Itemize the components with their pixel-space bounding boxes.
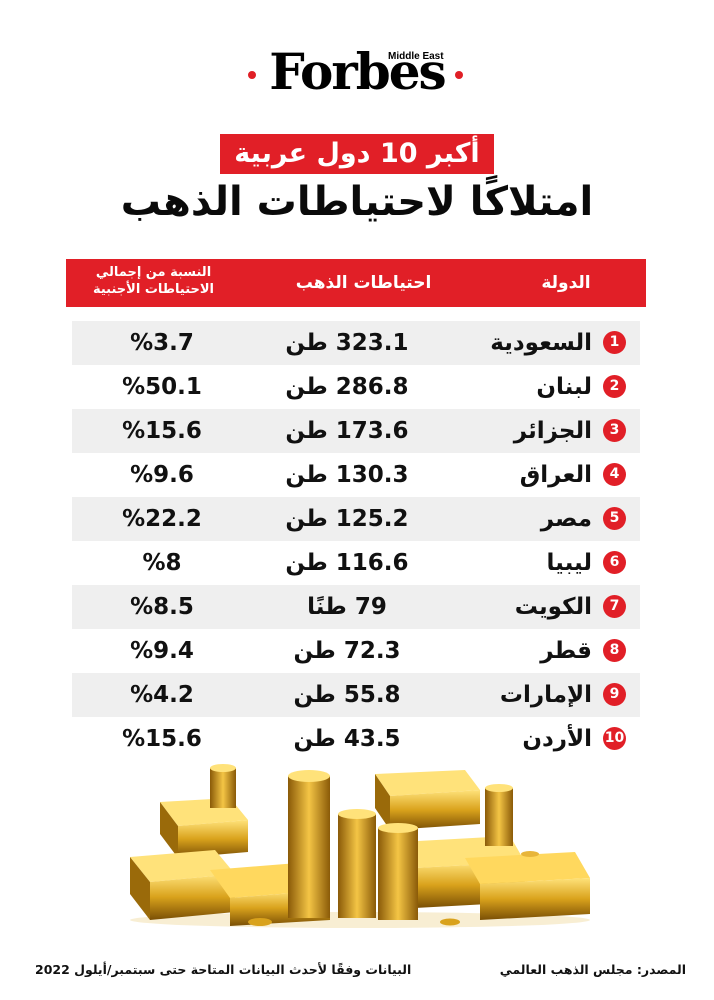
table-row: 3 الجزائر 173.6 طن %15.6 bbox=[72, 409, 640, 453]
share-value: %50.1 bbox=[122, 374, 202, 400]
footer: المصدر: مجلس الذهب العالمي البيانات وفقً… bbox=[0, 962, 714, 982]
share-value: %15.6 bbox=[122, 726, 202, 752]
reserve-value: 116.6 طن bbox=[285, 550, 409, 576]
share-value: %4.2 bbox=[130, 682, 194, 708]
table-row: 2 لبنان 286.8 طن %50.1 bbox=[72, 365, 640, 409]
rank-badge: 7 bbox=[603, 595, 626, 618]
reserve-value: 55.8 طن bbox=[293, 682, 401, 708]
rank-badge: 8 bbox=[603, 639, 626, 662]
reserve-value: 43.5 طن bbox=[293, 726, 401, 752]
footer-note: البيانات وفقًا لأحدث البيانات المتاحة حت… bbox=[35, 962, 412, 977]
rank-badge: 10 bbox=[603, 727, 626, 750]
share-value: %9.6 bbox=[130, 462, 194, 488]
rank-badge: 6 bbox=[603, 551, 626, 574]
header-country: الدولة bbox=[541, 273, 591, 293]
country-name: ليبيا bbox=[546, 550, 592, 576]
gold-bars-illustration bbox=[130, 764, 590, 928]
table-row: 9 الإمارات 55.8 طن %4.2 bbox=[72, 673, 640, 717]
footer-source: المصدر: مجلس الذهب العالمي bbox=[499, 962, 686, 977]
share-value: %3.7 bbox=[130, 330, 194, 356]
country-name: العراق bbox=[519, 462, 592, 488]
table-row: 10 الأردن 43.5 طن %15.6 bbox=[72, 717, 640, 761]
reserve-value: 130.3 طن bbox=[285, 462, 409, 488]
table-body: 1 السعودية 323.1 طن %3.7 2 لبنان 286.8 طن %50.1… bbox=[72, 321, 640, 761]
country-name: مصر bbox=[540, 506, 592, 532]
rank-badge: 9 bbox=[603, 683, 626, 706]
share-value: %8.5 bbox=[130, 594, 194, 620]
reserve-value: 173.6 طن bbox=[285, 418, 409, 444]
rank-badge: 1 bbox=[603, 331, 626, 354]
table-row: 8 قطر 72.3 طن %9.4 bbox=[72, 629, 640, 673]
rank-badge: 2 bbox=[603, 375, 626, 398]
logo-edition: Middle East bbox=[388, 51, 444, 62]
reserve-value: 125.2 طن bbox=[285, 506, 409, 532]
title-line-1: أكبر 10 دول عربية bbox=[220, 134, 494, 174]
reserve-value: 72.3 طن bbox=[293, 638, 401, 664]
rank-badge: 5 bbox=[603, 507, 626, 530]
rank-badge: 3 bbox=[603, 419, 626, 442]
country-name: لبنان bbox=[536, 374, 592, 400]
share-value: %9.4 bbox=[130, 638, 194, 664]
country-name: الكويت bbox=[514, 594, 592, 620]
title-line-2: امتلاكًا لاحتياطات الذهب bbox=[120, 179, 594, 225]
rank-badge: 4 bbox=[603, 463, 626, 486]
table-row: 5 مصر 125.2 طن %22.2 bbox=[72, 497, 640, 541]
header-share: النسبة من إجمالي الاحتياطات الأجنبية bbox=[66, 259, 241, 303]
header-share-line-1: النسبة من إجمالي bbox=[95, 265, 212, 280]
share-value: %8 bbox=[142, 550, 182, 576]
share-value: %22.2 bbox=[122, 506, 202, 532]
country-name: الأردن bbox=[522, 726, 592, 752]
header-share-line-2: الاحتياطات الأجنبية bbox=[92, 282, 215, 297]
reserve-value: 323.1 طن bbox=[285, 330, 409, 356]
reserve-value: 79 طنًا bbox=[307, 594, 387, 620]
logo-dot-right bbox=[455, 71, 463, 79]
country-name: الإمارات bbox=[499, 682, 592, 708]
reserve-value: 286.8 طن bbox=[285, 374, 409, 400]
table-row: 1 السعودية 323.1 طن %3.7 bbox=[72, 321, 640, 365]
country-name: الجزائر bbox=[513, 418, 592, 444]
forbes-logo: Forbes Middle East bbox=[0, 38, 714, 108]
country-name: السعودية bbox=[490, 330, 592, 356]
table-row: 7 الكويت 79 طنًا %8.5 bbox=[72, 585, 640, 629]
table-header: الدولة احتياطات الذهب النسبة من إجمالي ا… bbox=[66, 259, 646, 307]
table-row: 6 ليبيا 116.6 طن %8 bbox=[72, 541, 640, 585]
logo-dot-left bbox=[248, 71, 256, 79]
header-reserves: احتياطات الذهب bbox=[295, 273, 432, 293]
logo-wordmark: Forbes bbox=[269, 42, 446, 101]
title-highlight: أكبر 10 دول عربية bbox=[0, 134, 714, 174]
table-row: 4 العراق 130.3 طن %9.6 bbox=[72, 453, 640, 497]
share-value: %15.6 bbox=[122, 418, 202, 444]
country-name: قطر bbox=[540, 638, 592, 664]
